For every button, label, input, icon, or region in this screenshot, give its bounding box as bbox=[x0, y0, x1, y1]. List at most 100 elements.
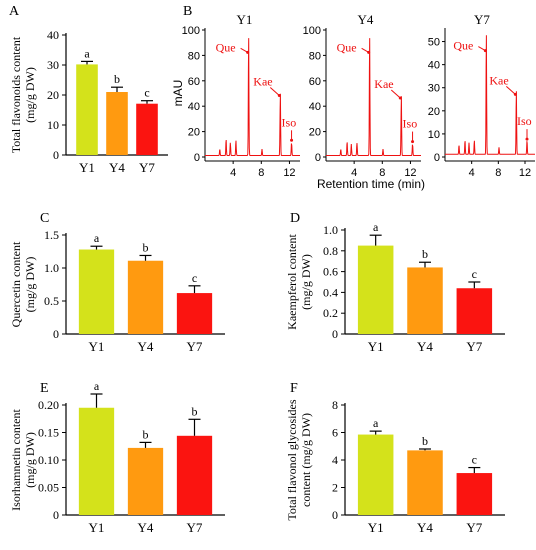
y-tick-label: 20 bbox=[428, 106, 440, 118]
y-tick-label: 30 bbox=[428, 83, 440, 95]
x-tick-label: Y7 bbox=[187, 339, 203, 354]
panel-letter-b: B bbox=[183, 4, 192, 19]
peak-label-iso: Iso bbox=[282, 115, 297, 129]
x-tick-label: 4 bbox=[230, 167, 236, 179]
peak-label-kae: Kae bbox=[489, 73, 508, 87]
panel-letter-d: D bbox=[290, 211, 300, 226]
bar-y4 bbox=[407, 450, 443, 515]
peak-label-iso: Iso bbox=[403, 117, 418, 131]
peak-arrow-head bbox=[290, 138, 294, 142]
significance-letter: b bbox=[422, 434, 428, 448]
y-tick-label: 0.15 bbox=[38, 426, 59, 440]
bar-y1 bbox=[357, 434, 394, 515]
significance-letter: a bbox=[84, 46, 90, 60]
y-tick-label: 60 bbox=[309, 76, 321, 88]
peak-arrow-head bbox=[277, 94, 281, 97]
peak-arrow bbox=[506, 85, 516, 95]
y-tick-label: 1.0 bbox=[323, 223, 338, 237]
bar-y7 bbox=[456, 473, 493, 515]
panel-letter-e: E bbox=[40, 381, 49, 396]
bar-y7 bbox=[136, 103, 158, 155]
y-tick-label: 60 bbox=[188, 76, 200, 88]
y-tick-label: 40 bbox=[428, 60, 440, 72]
panel-letter-f: F bbox=[290, 381, 298, 396]
peak-label-kae: Kae bbox=[374, 77, 393, 91]
x-axis-label: Retention time (min) bbox=[317, 177, 425, 191]
y-tick-label: 20 bbox=[309, 127, 321, 139]
y-tick-label: 0.05 bbox=[38, 481, 59, 495]
y-axis-label: Isorhamnetin content bbox=[9, 409, 23, 511]
y-axis-label: Kaempferol content bbox=[285, 234, 299, 330]
x-tick-label: 12 bbox=[519, 167, 531, 179]
peak-arrow-head bbox=[411, 140, 415, 144]
peak-arrow bbox=[390, 89, 401, 99]
chromatogram-trace bbox=[205, 38, 300, 156]
x-tick-label: 12 bbox=[404, 167, 416, 179]
y-tick-label: 30 bbox=[47, 58, 59, 72]
peak-arrow-head bbox=[367, 50, 371, 54]
x-tick-label: Y1 bbox=[89, 339, 105, 354]
peak-arrow-head bbox=[398, 96, 402, 100]
bar-y7 bbox=[456, 288, 493, 334]
x-tick-label: Y1 bbox=[79, 160, 95, 175]
significance-letter: a bbox=[373, 220, 379, 234]
y-tick-label: 2 bbox=[332, 481, 338, 495]
significance-letter: c bbox=[472, 453, 477, 467]
y-tick-label: 0 bbox=[194, 152, 200, 164]
y-tick-label: 80 bbox=[188, 50, 200, 62]
panel-f: F 0 2 4 6 8 Total flavonol glycosides content (… bbox=[285, 381, 505, 535]
y-tick-label: 0 bbox=[53, 148, 59, 162]
bar-y1 bbox=[76, 64, 98, 155]
peak-label-que: Que bbox=[453, 39, 473, 53]
y-tick-label: 40 bbox=[309, 101, 321, 113]
x-tick-label: 8 bbox=[495, 167, 501, 179]
peak-label-iso: Iso bbox=[517, 114, 532, 128]
x-tick-label: 8 bbox=[258, 167, 264, 179]
x-tick-label: Y4 bbox=[109, 160, 125, 175]
y-axis-label: Total flavonoids content bbox=[9, 36, 23, 153]
significance-letter: b bbox=[114, 72, 120, 86]
y-axis-label: (mg/g DW) bbox=[23, 432, 37, 488]
x-tick-label: Y4 bbox=[138, 339, 154, 354]
chromatogram-title: Y7 bbox=[474, 12, 490, 27]
chromatogram-title: Y1 bbox=[237, 12, 253, 27]
y-tick-label: 1.5 bbox=[44, 228, 59, 242]
significance-letter: c bbox=[192, 271, 197, 285]
y-tick-label: 0.6 bbox=[323, 265, 338, 279]
y-tick-label: 6 bbox=[332, 426, 338, 440]
significance-letter: a bbox=[94, 379, 100, 393]
x-tick-label: Y7 bbox=[466, 339, 482, 354]
y-tick-label: 0.20 bbox=[38, 398, 59, 412]
peak-label-que: Que bbox=[216, 40, 236, 54]
bar-y1 bbox=[78, 407, 115, 515]
panel-letter-c: C bbox=[40, 211, 49, 226]
y-tick-label: 0 bbox=[434, 152, 440, 164]
y-axis-label: content (mg/g DW) bbox=[299, 413, 313, 507]
x-tick-label: Y7 bbox=[187, 520, 203, 535]
significance-letter: a bbox=[94, 231, 100, 245]
x-tick-label: Y1 bbox=[368, 339, 384, 354]
y-tick-label: 20 bbox=[47, 88, 59, 102]
chromatogram-trace bbox=[445, 35, 535, 155]
bar-y4 bbox=[127, 260, 164, 334]
x-tick-label: 8 bbox=[379, 167, 385, 179]
significance-letter: a bbox=[373, 416, 379, 430]
y-tick-label: 0 bbox=[332, 327, 338, 341]
peak-label-kae: Kae bbox=[253, 75, 272, 89]
significance-letter: b bbox=[143, 427, 149, 441]
significance-letter: b bbox=[192, 404, 198, 418]
bar-y4 bbox=[106, 92, 128, 155]
y-tick-label: 0.5 bbox=[44, 294, 59, 308]
y-tick-label: 0 bbox=[53, 327, 59, 341]
y-tick-label: 1.0 bbox=[44, 261, 59, 275]
y-axis-label: (mg/g DW) bbox=[299, 254, 313, 310]
x-tick-label: 4 bbox=[351, 167, 357, 179]
y-tick-label: 0.4 bbox=[323, 285, 338, 299]
bar-y7 bbox=[176, 435, 213, 515]
x-tick-label: Y7 bbox=[139, 160, 155, 175]
panel-e: E 0 0.05 0.10 0.15 0.20 Isorhamnetin content (m… bbox=[9, 379, 225, 535]
